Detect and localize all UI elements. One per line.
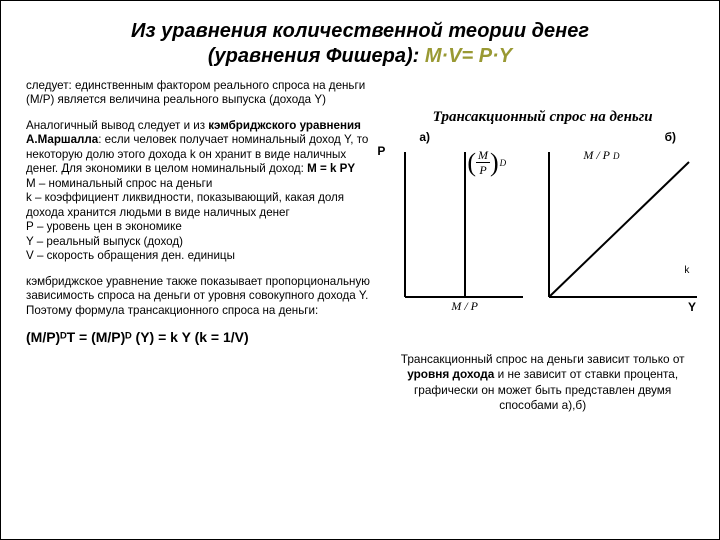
label-b: б) [665,130,676,144]
title-line1: Из уравнения количественной теории денег [131,20,589,42]
slide-title: Из уравнения количественной теории денег… [26,19,694,69]
k-label: k [684,265,689,276]
charts-area: ( M P )D M / P [391,147,694,332]
formula: (M/P)ᴰT = (M/P)ᴰ (Y) = k Y (k = 1/V) [26,329,381,347]
para-1: следует: единственным фактором реального… [26,79,381,108]
para-2: Аналогичный вывод следует и из кэмбриджс… [26,119,381,264]
frac-a: ( M P )D [467,149,506,176]
left-column: следует: единственным фактором реального… [26,79,381,413]
p-axis-label: Р [377,144,385,158]
label-a: а) [419,130,430,144]
y-axis-label: Y [688,300,696,314]
title-line2: (уравнения Фишера): [208,45,425,67]
chart-a: ( M P )D M / P [395,147,525,307]
chart-b: M / P D k [539,147,699,307]
ab-labels: а) б) [391,130,694,144]
right-caption: Трансакционный спрос на деньги зависит т… [391,352,694,413]
right-column: Трансакционный спрос на деньги а) б) Р ( [391,79,694,413]
right-heading: Трансакционный спрос на деньги [391,109,694,126]
frac-a-x: M / P [449,300,480,313]
frac-b: M / P D [581,149,619,162]
title-equation: M·V= P·Y [425,45,512,67]
para-3: кэмбриджское уравнение также показывает … [26,275,381,318]
